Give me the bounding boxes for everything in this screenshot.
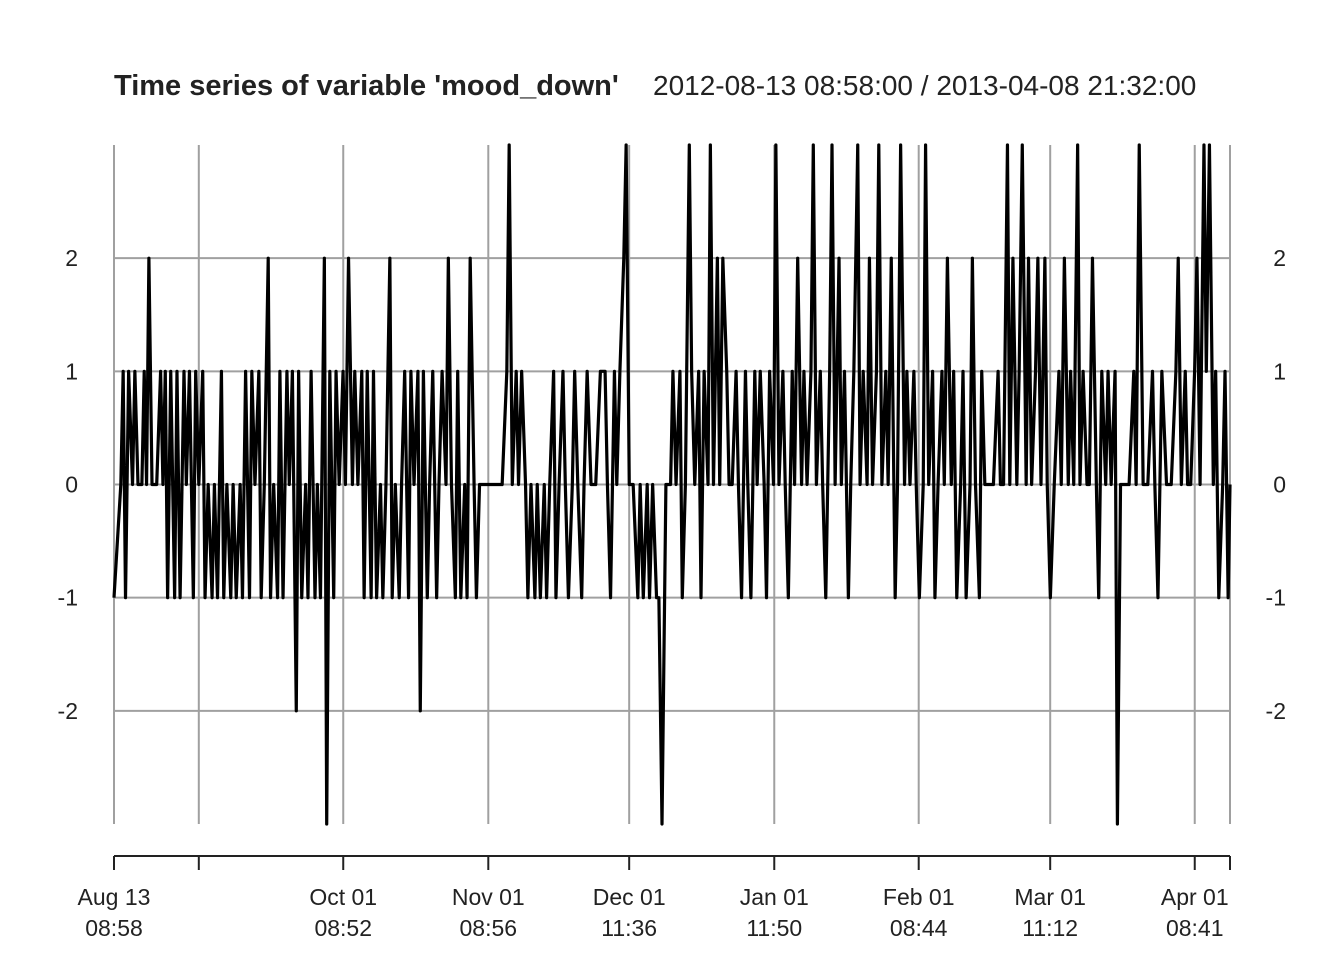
y-tick-label-left: 0 [65,472,78,498]
x-tick-label-date: Aug 13 [78,884,151,910]
y-axis-right-labels: -2 -1 0 1 2 [1266,245,1286,724]
y-tick-label-right: 0 [1273,472,1286,498]
chart-title: Time series of variable 'mood_down' [114,70,619,102]
y-tick-label-right: 1 [1273,358,1286,384]
x-tick-label-date: Apr 01 [1161,884,1229,910]
y-tick-label-left: -2 [58,698,78,724]
x-tick-label-time: 08:52 [314,915,372,941]
x-tick-label-date: Mar 01 [1014,884,1086,910]
y-tick-label-right: 2 [1273,245,1286,271]
x-axis: Aug 13 08:58 Oct 01 08:52 Nov 01 08:56 Dec 01 1… [78,855,1231,941]
y-tick-label-left: 1 [65,358,78,384]
chart-subtitle: 2012-08-13 08:58:00 / 2013-04-08 21:32:0… [653,70,1196,101]
x-tick-label-date: Nov 01 [452,884,525,910]
x-tick-label-date: Oct 01 [309,884,377,910]
x-tick-label-time: 08:41 [1166,915,1224,941]
series-line [112,143,1232,826]
y-tick-label-left: 2 [65,245,78,271]
x-tick-label-time: 11:36 [601,915,657,941]
x-tick-label-time: 11:50 [746,915,802,941]
y-tick-label-left: -1 [58,585,78,611]
x-tick-label-date: Feb 01 [883,884,955,910]
series-group [112,143,1232,826]
x-tick-label-time: 08:58 [85,915,143,941]
y-tick-label-right: -2 [1266,698,1286,724]
x-tick-label-time: 08:56 [460,915,518,941]
x-tick-label-date: Dec 01 [593,884,666,910]
y-axis-left-labels: -2 -1 0 1 2 [58,245,78,724]
x-tick-label-date: Jan 01 [740,884,809,910]
x-tick-label-time: 11:12 [1022,915,1078,941]
x-tick-label-time: 08:44 [890,915,948,941]
y-tick-label-right: -1 [1266,585,1286,611]
